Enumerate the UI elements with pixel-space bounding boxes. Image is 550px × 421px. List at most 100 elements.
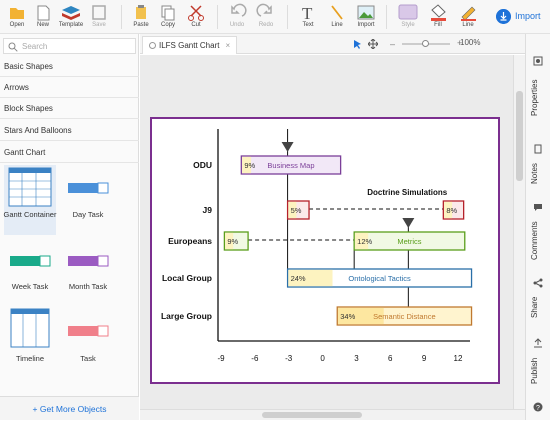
tab-comments-label: Comments <box>530 221 539 260</box>
row-label: Local Group <box>162 273 212 283</box>
task-percent: 5% <box>291 206 302 215</box>
shape-timeline[interactable]: Timeline <box>4 306 56 376</box>
task-percent: 8% <box>446 206 457 215</box>
scissors-icon <box>188 5 204 21</box>
tab-share-label: Share <box>530 296 539 318</box>
new-button[interactable]: New <box>28 2 58 32</box>
tab-publish[interactable]: Publish <box>526 334 550 389</box>
x-tick-label: -3 <box>285 354 293 363</box>
pencil-icon <box>461 6 476 21</box>
search-placeholder: Search <box>22 42 48 51</box>
close-tab-icon[interactable]: × <box>225 41 231 50</box>
x-tick-label: -9 <box>217 354 225 363</box>
image-icon <box>357 5 375 20</box>
get-more-objects-link[interactable]: + Get More Objects <box>0 396 139 420</box>
paste-button[interactable]: Paste <box>126 2 156 32</box>
milestone-marker <box>402 218 415 228</box>
pan-tool-icon[interactable] <box>368 39 378 49</box>
task-thumbnail <box>68 325 109 337</box>
zoom-slider-handle[interactable] <box>422 40 429 47</box>
vertical-scrollbar[interactable] <box>513 55 525 409</box>
task-progress-fill <box>288 269 333 287</box>
save-button[interactable]: Save <box>84 2 114 32</box>
paint-bucket-icon <box>431 4 446 21</box>
task-bar <box>353 231 466 251</box>
vertical-scrollbar-thumb[interactable] <box>516 91 523 181</box>
tab-properties[interactable]: Properties <box>526 34 550 122</box>
main-toolbar: Open New Template Save Paste Copy Cut Un… <box>0 0 550 34</box>
diagram-page[interactable]: -9 -6 -3 0 3 6 9 12 ODU J9 Europeans Local Group Lar… <box>150 117 500 384</box>
shape-task[interactable]: Task <box>62 306 114 376</box>
search-input[interactable]: Search <box>3 38 136 54</box>
category-basic-shapes[interactable]: Basic Shapes <box>0 56 139 77</box>
pointer-tool-icon[interactable] <box>352 39 362 49</box>
zoom-in-icon[interactable]: + <box>457 38 463 48</box>
timeline-thumbnail <box>10 308 50 348</box>
shape-gantt-container[interactable]: Gantt Container <box>4 165 56 235</box>
line-style-button[interactable]: Line <box>453 2 483 32</box>
style-label: Style <box>401 22 415 28</box>
text-label: Text <box>302 22 314 28</box>
task-percent: 12% <box>357 237 372 246</box>
import-image-label: Import <box>357 22 375 28</box>
tab-share[interactable]: Share <box>526 274 550 324</box>
shape-week-task[interactable]: Week Task <box>4 244 56 314</box>
shape-day-task[interactable]: Day Task <box>62 165 114 235</box>
style-button[interactable]: Style <box>393 2 423 32</box>
gantt-chart[interactable]: -9 -6 -3 0 3 6 9 12 ODU J9 Europeans Local Group Lar… <box>152 119 498 382</box>
properties-icon <box>533 56 543 66</box>
share-icon <box>533 278 543 288</box>
tab-document[interactable]: ILFS Gantt Chart × <box>142 36 238 54</box>
category-block-shapes[interactable]: Block Shapes <box>0 98 139 119</box>
shape-label: Day Task <box>72 210 104 219</box>
task-progress-fill <box>354 232 369 250</box>
line-style-label: Line <box>462 22 474 28</box>
x-tick-label: 3 <box>354 354 359 363</box>
download-icon <box>496 9 511 24</box>
month-task-thumbnail <box>68 255 109 267</box>
zoom-out-icon[interactable]: – <box>390 39 396 49</box>
shape-month-task[interactable]: Month Task <box>62 244 114 314</box>
task-percent: 24% <box>291 274 306 283</box>
task-progress-fill <box>242 156 252 174</box>
document-icon <box>149 42 156 49</box>
import-image-button[interactable]: Import <box>351 2 381 32</box>
task-percent: 34% <box>340 312 355 321</box>
cut-button[interactable]: Cut <box>181 2 211 32</box>
fill-button[interactable]: Fill <box>423 2 453 32</box>
horizontal-scrollbar[interactable] <box>140 409 525 420</box>
row-label: J9 <box>203 205 213 215</box>
undo-button[interactable]: Undo <box>222 2 252 32</box>
line-icon <box>331 5 343 20</box>
zoom-level: 100% <box>460 38 481 47</box>
help-icon[interactable]: ? <box>533 402 543 412</box>
text-button[interactable]: T Text <box>293 2 323 32</box>
template-label: Template <box>58 22 84 28</box>
import-button[interactable]: Import <box>496 7 546 27</box>
task-label: Ontological Tactics <box>348 274 411 283</box>
copy-icon <box>161 5 175 21</box>
line-label: Line <box>331 22 343 28</box>
open-button[interactable]: Open <box>2 2 32 32</box>
style-icon <box>398 4 418 20</box>
category-stars-and-balloons[interactable]: Stars And Balloons <box>0 120 139 141</box>
tab-notes[interactable]: Notes <box>526 130 550 190</box>
zoom-slider[interactable] <box>402 40 450 47</box>
template-button[interactable]: Template <box>56 2 86 32</box>
task-bar <box>240 155 342 175</box>
category-arrows[interactable]: Arrows <box>0 77 139 98</box>
paste-label: Paste <box>133 22 149 28</box>
undo-icon <box>231 3 247 17</box>
line-button[interactable]: Line <box>322 2 352 32</box>
horizontal-scrollbar-thumb[interactable] <box>262 412 362 418</box>
category-gantt-chart[interactable]: Gantt Chart <box>0 142 139 163</box>
open-label: Open <box>9 22 25 28</box>
shape-label: Gantt Container <box>3 210 57 219</box>
shape-label: Timeline <box>15 354 45 363</box>
row-label: Large Group <box>161 311 212 321</box>
copy-button[interactable]: Copy <box>153 2 183 32</box>
redo-button[interactable]: Redo <box>251 2 281 32</box>
notes-icon <box>534 144 542 154</box>
task-label: Metrics <box>397 237 421 246</box>
tab-comments[interactable]: Comments <box>526 198 550 268</box>
